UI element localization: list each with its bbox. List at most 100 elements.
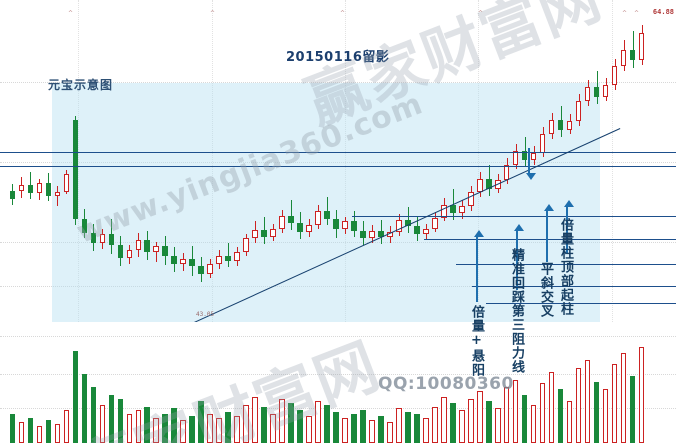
candle-body — [629, 49, 636, 61]
candle-body — [378, 230, 384, 237]
candle-body — [557, 120, 564, 130]
volume-bar — [243, 404, 249, 443]
candle-body — [530, 153, 537, 161]
volume-bar — [54, 423, 61, 443]
candle-body — [584, 87, 591, 102]
annotation-arrow-down — [526, 148, 536, 180]
candle-body — [27, 185, 34, 194]
candle-body — [369, 230, 375, 238]
last-price-label: 64.88 — [652, 8, 674, 16]
candle-body — [485, 179, 492, 189]
volume-bar — [530, 404, 537, 443]
chart-note: 元宝示意图 — [48, 78, 114, 92]
candle-body — [521, 150, 528, 161]
volume-bar — [18, 421, 25, 443]
tick-mark-icon: ^ — [68, 10, 74, 17]
volume-bar — [225, 412, 231, 443]
candle-body — [611, 66, 618, 85]
candle-body — [288, 215, 294, 223]
volume-bar — [414, 414, 420, 443]
candle-body — [450, 205, 456, 214]
volume-bar — [99, 404, 106, 443]
tick-mark-icon: ^ — [622, 10, 628, 17]
volume-bar — [108, 395, 115, 443]
candle-body — [81, 219, 88, 234]
grid-line — [0, 336, 676, 337]
candle-wick — [327, 196, 328, 225]
candle-body — [18, 185, 25, 191]
grid-line — [0, 242, 676, 243]
candle-body — [423, 228, 429, 235]
volume-bar — [162, 414, 169, 443]
candle-body — [153, 246, 160, 253]
candle-wick — [453, 188, 454, 221]
volume-bar — [593, 381, 600, 443]
candle-body — [324, 210, 330, 220]
volume-bar — [620, 352, 627, 443]
candle-body — [638, 33, 645, 61]
candle-body — [108, 234, 115, 246]
volume-bar — [252, 396, 258, 443]
candle-body — [432, 217, 438, 229]
tick-mark-icon: ^ — [340, 10, 346, 17]
volume-bar — [72, 350, 79, 443]
volume-bar — [351, 414, 357, 443]
volume-chart-pane[interactable] — [0, 322, 676, 443]
volume-bar — [81, 373, 88, 443]
volume-bar — [171, 408, 178, 443]
candle-body — [126, 249, 133, 258]
volume-bar — [369, 419, 375, 443]
candle-body — [36, 182, 43, 194]
annotation-ann-4: 倍量柱顶部起柱 — [558, 218, 573, 316]
volume-bar — [198, 400, 204, 443]
volume-bar — [315, 400, 321, 443]
support-line — [0, 152, 676, 153]
candle-body — [189, 259, 195, 267]
volume-bar — [9, 414, 16, 443]
candle-body — [396, 220, 402, 233]
volume-bar — [467, 398, 474, 443]
volume-series — [0, 330, 676, 443]
candle-body — [54, 192, 61, 196]
highlight-region — [52, 83, 600, 322]
volume-bar — [450, 402, 456, 443]
candle-body — [117, 245, 124, 258]
grid-line-vertical — [612, 0, 613, 322]
candle-body — [162, 246, 169, 256]
candle-body — [9, 190, 16, 200]
grid-line — [0, 408, 676, 409]
candle-body — [144, 240, 151, 253]
candle-body — [351, 221, 357, 231]
candle-body — [99, 234, 106, 243]
grid-line-vertical — [478, 0, 479, 322]
annotation-arrow — [474, 230, 484, 302]
grid-line — [0, 162, 676, 163]
candle-body — [252, 229, 258, 238]
candle-wick — [57, 186, 58, 207]
volume-bar — [360, 410, 366, 443]
candle-body — [315, 210, 321, 225]
candle-body — [476, 179, 483, 193]
candle-body — [306, 225, 312, 233]
price-chart-pane[interactable]: 20150116留影 元宝示意图 64.88 ^ ^ ^ ^ ^ ^ 43.05 — [0, 0, 676, 322]
candle-body — [180, 259, 186, 264]
volume-bar — [261, 406, 267, 443]
volume-bar — [189, 416, 195, 443]
candle-body — [63, 174, 70, 193]
volume-bar — [548, 371, 555, 443]
candle-body — [216, 255, 222, 264]
candle-body — [207, 263, 213, 275]
candle-body — [575, 101, 582, 122]
candle-body — [342, 221, 348, 229]
volume-bar — [432, 406, 438, 443]
tick-mark-icon: ^ — [634, 10, 640, 17]
volume-bar — [566, 400, 573, 443]
tick-mark-icon: ^ — [210, 10, 216, 17]
grid-line-vertical — [212, 0, 213, 322]
candle-wick — [228, 242, 229, 268]
candle-body — [45, 182, 52, 196]
volume-bar — [297, 410, 303, 443]
candle-body — [414, 226, 420, 235]
candle-body — [503, 165, 510, 181]
